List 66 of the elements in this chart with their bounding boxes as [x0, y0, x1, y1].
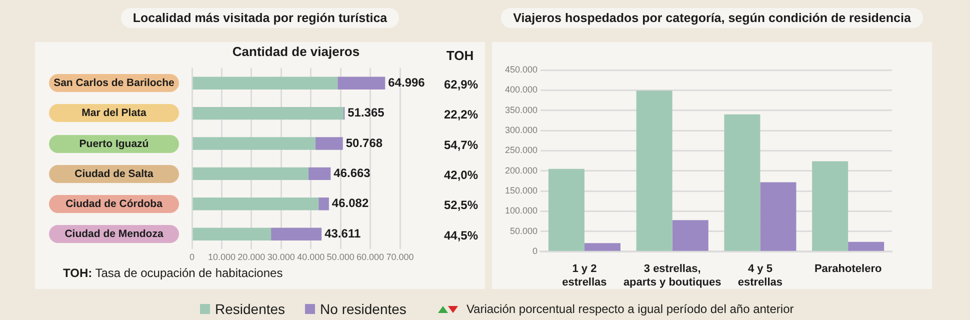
- y-tick-label: 250.000: [504, 145, 538, 156]
- bar: [548, 168, 584, 251]
- x-tick-label: 60.000: [356, 252, 384, 262]
- bar: [724, 114, 760, 251]
- x-tick-label: 30.000: [267, 252, 295, 262]
- legend-label: Residentes: [214, 301, 286, 317]
- bar: [315, 137, 343, 150]
- x-tick-label: 3 estrellas, aparts y boutiques: [623, 263, 722, 288]
- y-tick-label: 400.000: [504, 84, 538, 95]
- x-tick-label: 10.000: [208, 252, 236, 262]
- total-label: 46.663: [334, 166, 371, 180]
- x-tick-label: 4 y 5 estrellas: [738, 263, 783, 288]
- text: 52,5%: [444, 198, 478, 212]
- x-tick-label: 20.000: [238, 252, 266, 262]
- bar: [192, 167, 308, 180]
- bar: [271, 228, 322, 240]
- x-tick-label: 1 y 2 estrellas: [562, 263, 607, 288]
- text: 54,7%: [444, 138, 478, 152]
- y-tick-label: 350.000: [504, 104, 538, 115]
- total-label: 43.611: [324, 226, 361, 240]
- bar: [308, 167, 331, 180]
- bar: [338, 76, 386, 90]
- x-tick-label: 70.000: [386, 252, 414, 262]
- y-tick-label: 100.000: [504, 206, 538, 216]
- x-tick-label: Parahotelero: [814, 263, 882, 276]
- y-tick-label: 300.000: [504, 125, 538, 136]
- bar: [672, 220, 708, 251]
- bar: [192, 106, 344, 120]
- x-tick-label: 0: [189, 252, 195, 262]
- text: Variación porcentual respecto a igual período del año anterior: [466, 302, 794, 316]
- bar: [192, 228, 272, 240]
- bar: [636, 90, 672, 251]
- total-label: 51.365: [348, 106, 385, 120]
- text: 42,0%: [444, 168, 478, 182]
- bar: [848, 242, 884, 251]
- x-tick-label: 50.000: [326, 252, 354, 262]
- y-tick-label: Ciudad de Mendoza: [49, 225, 179, 244]
- y-tick-label: Mar del Plata: [49, 104, 179, 122]
- y-tick-label: 450.000: [504, 64, 538, 74]
- y-tick-label: 150.000: [504, 186, 538, 196]
- bar: [584, 243, 620, 251]
- bar: [192, 198, 319, 210]
- total-label: 46.082: [332, 196, 369, 210]
- y-tick-label: Ciudad de Salta: [49, 164, 179, 183]
- text: 22,2%: [444, 108, 478, 122]
- y-tick-label: San Carlos de Bariloche: [49, 74, 179, 92]
- text: 44,5%: [444, 228, 478, 242]
- text: TOH: Tasa de ocupación de habitaciones: [63, 266, 283, 280]
- legend-label: No residentes: [319, 301, 406, 317]
- bar: [192, 137, 316, 150]
- chart-title: Viajeros hospedados por categoría, según condición de residencia: [501, 8, 923, 28]
- y-tick-label: Puerto Iguazú: [49, 134, 179, 152]
- y-tick-label: 200.000: [504, 165, 538, 176]
- y-tick-label: Ciudad de Córdoba: [49, 194, 179, 213]
- total-label: 50.768: [346, 136, 383, 150]
- x-axis-title: Cantidad de viajeros: [232, 44, 360, 60]
- x-tick-label: 40.000: [297, 252, 325, 262]
- bar: [192, 76, 338, 90]
- chart-title: Localidad más visitada por región turística: [120, 8, 400, 28]
- bar: [812, 161, 848, 251]
- total-label: 64.996: [388, 75, 426, 90]
- bar: [760, 182, 796, 251]
- y-tick-label: 50.000: [510, 226, 538, 236]
- text: 62,9%: [444, 77, 478, 92]
- bar: [318, 198, 329, 210]
- text: TOH: [446, 48, 474, 64]
